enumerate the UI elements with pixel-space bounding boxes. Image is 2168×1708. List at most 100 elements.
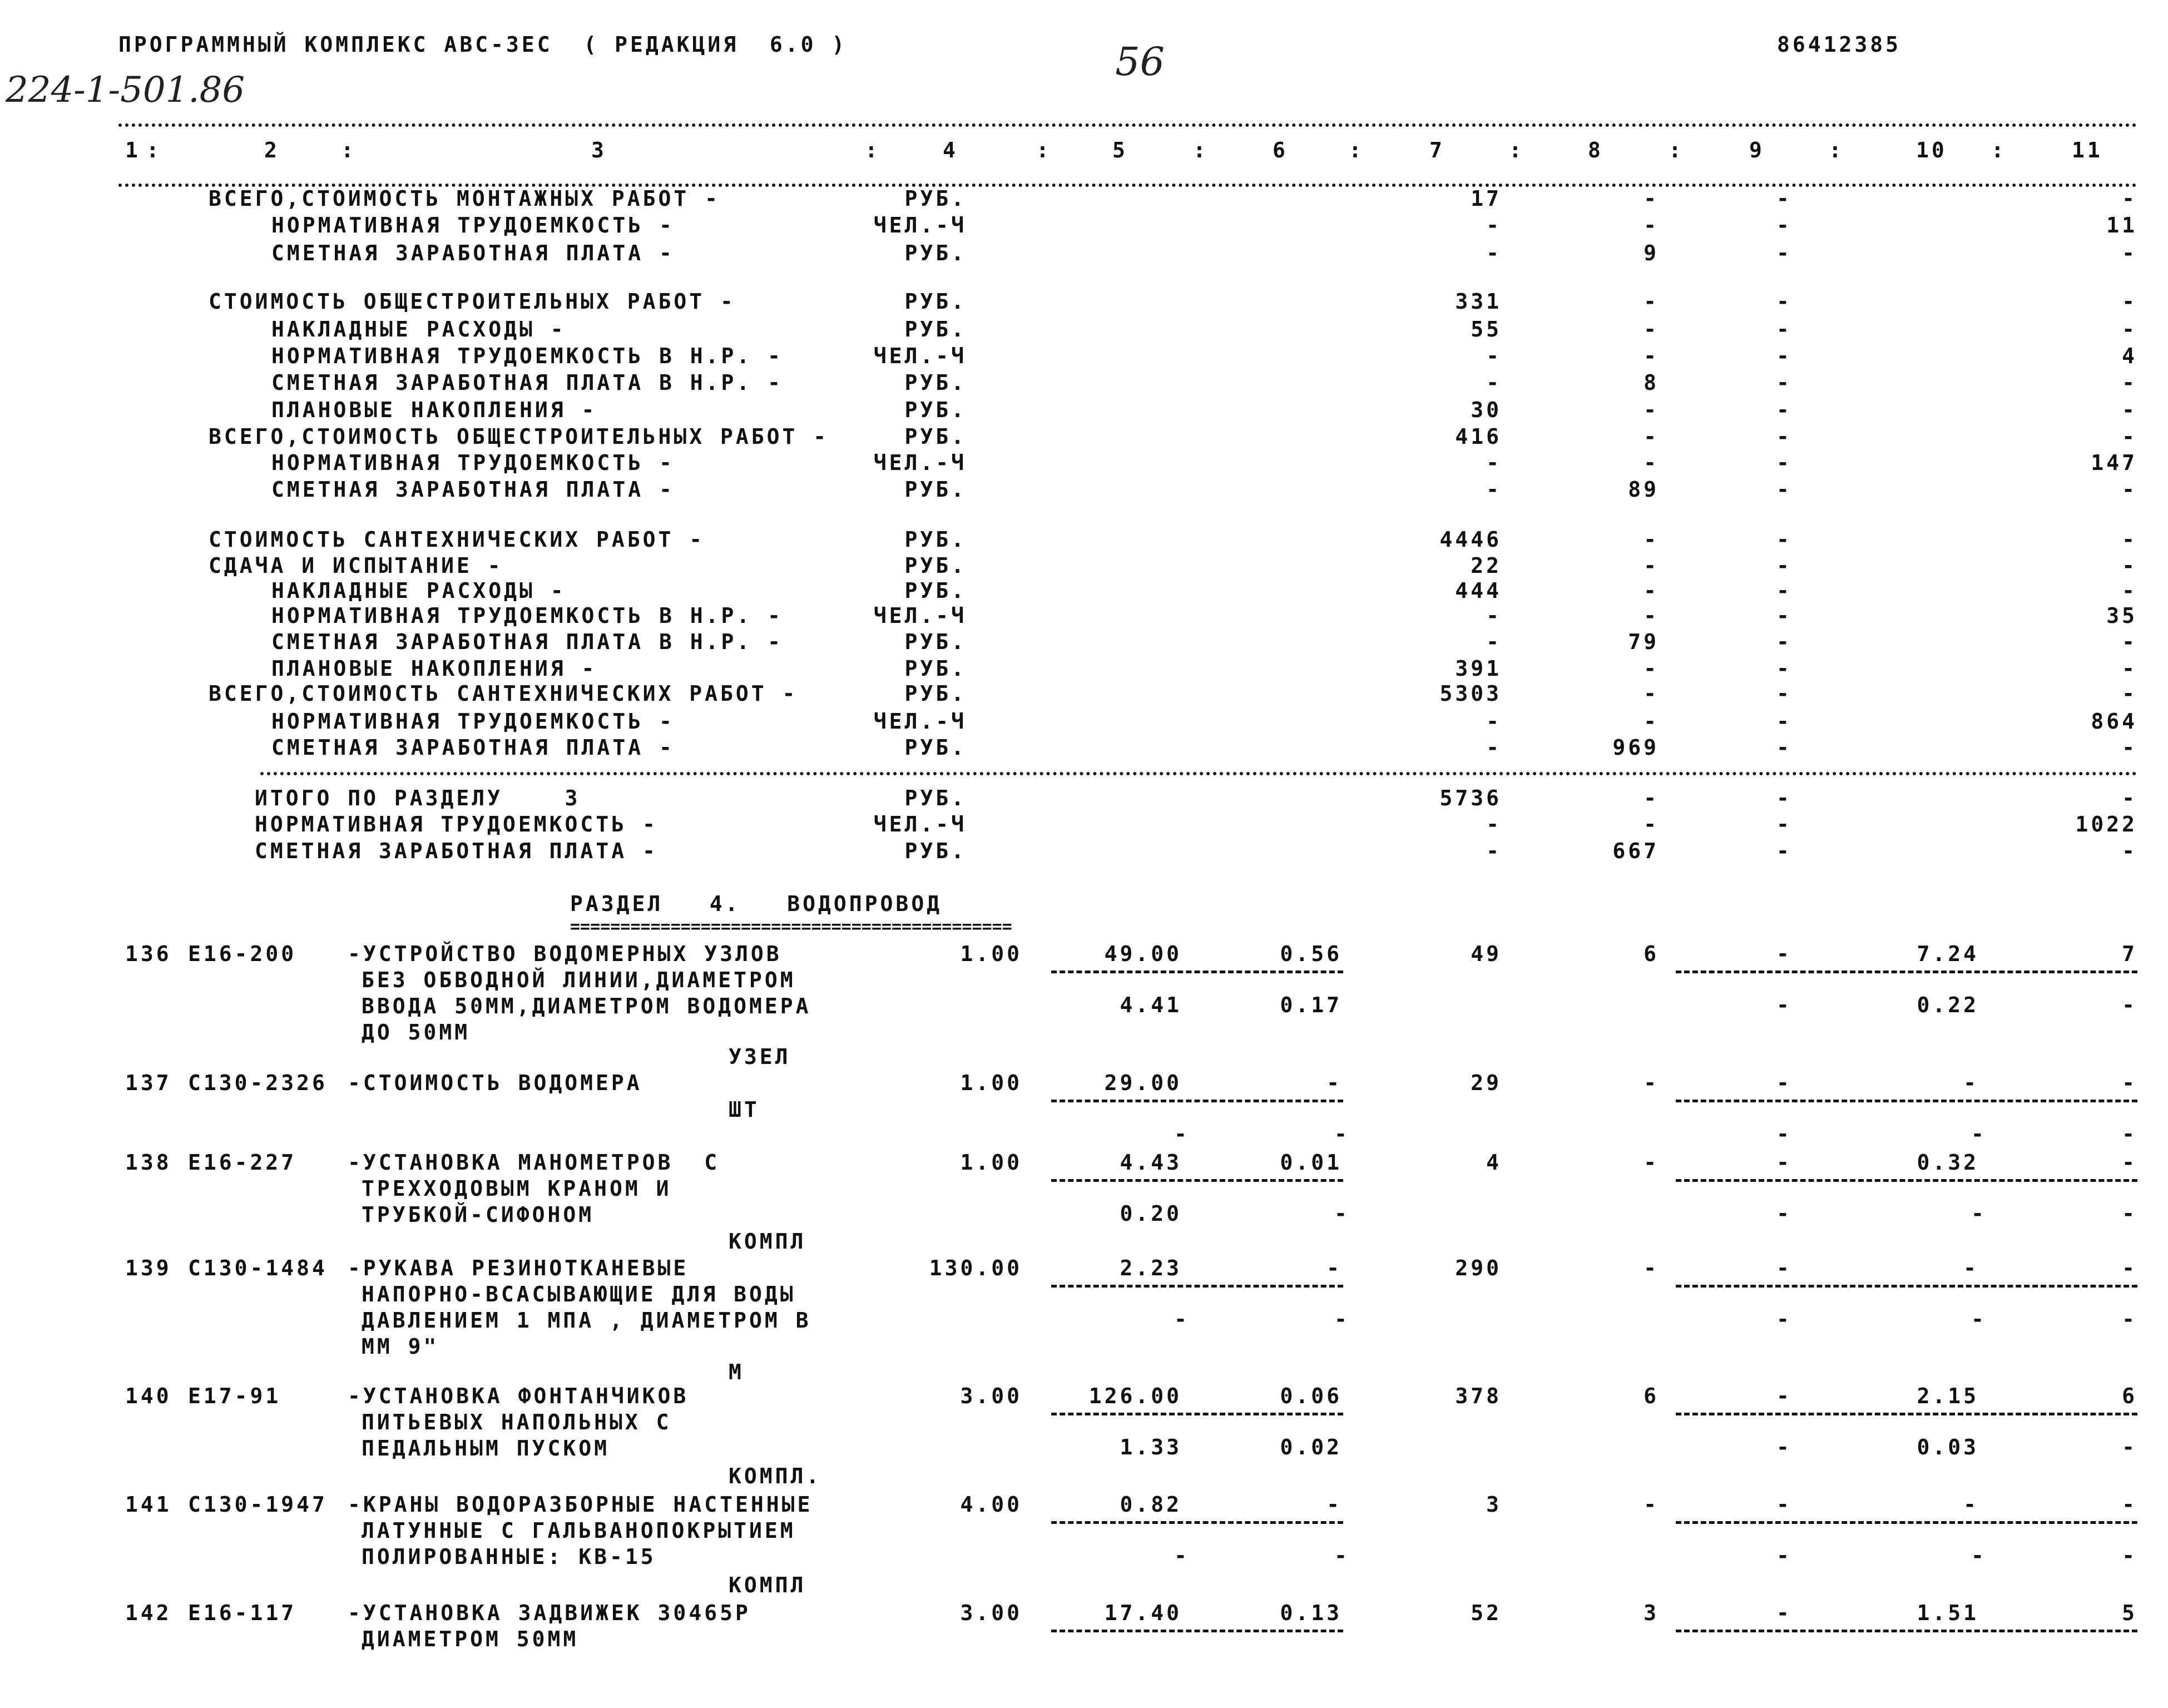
summary-col9: - <box>1776 709 1792 734</box>
summary-col11: 147 <box>2091 450 2137 475</box>
column-header-9: 9 <box>1749 138 1765 162</box>
item-description-line: -УСТРОЙСТВО ВОДОМЕРНЫХ УЗЛОВ <box>348 942 782 966</box>
item-total-wage: - <box>1644 1256 1659 1280</box>
summary-col8: - <box>1644 317 1659 341</box>
summary-label: ПЛАНОВЫЕ НАКОПЛЕНИЯ - <box>271 398 597 422</box>
summary-unit: РУБ. <box>904 370 967 395</box>
item-code: С130-1484 <box>188 1256 328 1280</box>
summary-col11: - <box>2122 630 2137 654</box>
item-price-rule <box>1051 1521 1343 1524</box>
summary-col9: - <box>1776 344 1792 368</box>
summary-col11: 11 <box>2106 213 2137 237</box>
item-unit-wage: - <box>1326 1256 1342 1280</box>
item-number: 138 <box>125 1150 172 1175</box>
summary-col7: - <box>1486 603 1502 628</box>
summary-col8: 969 <box>1612 735 1659 760</box>
item-col11: - <box>2122 1256 2137 1280</box>
item-col10: - <box>1963 1492 1979 1517</box>
total-col7: - <box>1486 839 1502 863</box>
summary-col9: - <box>1776 317 1792 341</box>
item-unit-wage: - <box>1326 1071 1342 1095</box>
summary-col8: - <box>1644 213 1659 237</box>
item-total-cost: 290 <box>1455 1256 1502 1280</box>
item-total-cost: 29 <box>1471 1071 1502 1095</box>
item-description-line: ВВОДА 50ММ,ДИАМЕТРОМ ВОДОМЕРА <box>362 994 811 1018</box>
item-col10: - <box>1963 1256 1979 1280</box>
item-unit-wage: 0.01 <box>1280 1150 1342 1175</box>
summary-col9: - <box>1776 735 1792 760</box>
item-unit: КОМПЛ <box>729 1229 806 1254</box>
column-header-2: 2 <box>264 138 280 162</box>
summary-col9: - <box>1776 681 1792 706</box>
total-unit: РУБ. <box>904 786 967 810</box>
item-description-line: -РУКАВА РЕЗИНОТКАНЕВЫЕ <box>348 1256 689 1280</box>
item-labor-rule <box>1676 1285 2137 1288</box>
section-title: РАЗДЕЛ 4. ВОДОПРОВОД <box>570 892 943 916</box>
summary-col7: 30 <box>1471 398 1502 422</box>
summary-unit: РУБ. <box>904 735 967 760</box>
handwritten-page-number: 56 <box>1115 39 1165 85</box>
total-col9: - <box>1776 812 1792 836</box>
column-separator: : <box>341 138 357 162</box>
summary-col7: 444 <box>1455 578 1502 603</box>
item-unit-price: 17.40 <box>1104 1601 1182 1625</box>
item-total-wage: 3 <box>1644 1601 1659 1625</box>
item-unit-wage-machine: - <box>1334 1307 1350 1331</box>
summary-col7: - <box>1486 735 1502 760</box>
summary-label: СТОИМОСТЬ ОБЩЕСТРОИТЕЛЬНЫХ РАБОТ - <box>209 289 736 314</box>
summary-col7: 22 <box>1471 553 1502 578</box>
item-price-rule <box>1051 1413 1343 1415</box>
item-unit-price-machine: 4.41 <box>1120 993 1182 1017</box>
item-unit-wage: 0.56 <box>1280 942 1342 966</box>
item-total-wage: 6 <box>1644 1384 1659 1408</box>
item-unit-wage-machine: 0.02 <box>1280 1435 1342 1459</box>
item-total-cost: 378 <box>1455 1384 1502 1408</box>
total-col8: - <box>1644 786 1659 810</box>
item-number: 140 <box>125 1384 172 1408</box>
summary-col8: - <box>1644 656 1659 681</box>
item-code: Е16-227 <box>188 1150 297 1175</box>
item-unit: КОМПЛ <box>729 1573 806 1597</box>
item-unit: М <box>729 1360 744 1384</box>
item-col11-second: - <box>2122 1543 2137 1568</box>
item-number: 142 <box>125 1601 172 1625</box>
summary-unit: РУБ. <box>904 424 967 449</box>
item-unit-wage-machine: - <box>1334 1122 1350 1146</box>
total-separator-rule <box>260 772 2137 775</box>
item-total-wage: - <box>1644 1150 1659 1175</box>
column-separator: : <box>1991 138 2007 162</box>
item-col11: - <box>2122 1071 2137 1095</box>
summary-unit: ЧЕЛ.-Ч <box>873 709 967 734</box>
document-code: 86412385 <box>1777 32 1902 57</box>
item-description-line: ММ 9" <box>362 1334 439 1359</box>
item-col10-second: - <box>1971 1543 1987 1568</box>
column-separator: : <box>1036 138 1052 162</box>
item-description-line: -УСТАНОВКА ФОНТАНЧИКОВ <box>348 1384 689 1408</box>
total-col8: 667 <box>1612 839 1659 863</box>
item-description-line: НАПОРНО-ВСАСЫВАЮЩИЕ ДЛЯ ВОДЫ <box>362 1282 796 1306</box>
item-labor-rule <box>1676 1521 2137 1524</box>
summary-col11: 4 <box>2122 344 2137 368</box>
item-col9: - <box>1776 1150 1792 1175</box>
summary-col11: - <box>2122 370 2137 395</box>
item-price-rule <box>1051 1179 1343 1182</box>
summary-col9: - <box>1776 186 1792 211</box>
item-unit-wage-machine: - <box>1334 1201 1350 1226</box>
summary-label: ВСЕГО,СТОИМОСТЬ МОНТАЖНЫХ РАБОТ - <box>209 186 720 211</box>
summary-label: НОРМАТИВНАЯ ТРУДОЕМКОСТЬ В Н.Р. - <box>271 344 783 368</box>
summary-unit: РУБ. <box>904 630 967 654</box>
item-total-cost: 49 <box>1471 942 1502 966</box>
item-unit-price-machine: - <box>1174 1543 1190 1568</box>
item-unit-price: 49.00 <box>1104 942 1182 966</box>
summary-col7: - <box>1486 370 1502 395</box>
summary-col11: - <box>2122 553 2137 578</box>
summary-col9: - <box>1776 527 1792 552</box>
summary-col9: - <box>1776 578 1792 603</box>
summary-col9: - <box>1776 630 1792 654</box>
summary-label: ВСЕГО,СТОИМОСТЬ САНТЕХНИЧЕСКИХ РАБОТ - <box>209 681 798 706</box>
summary-label: СМЕТНАЯ ЗАРАБОТНАЯ ПЛАТА В Н.Р. - <box>271 370 783 395</box>
item-unit-wage-machine: - <box>1334 1543 1350 1568</box>
column-header-1: 1 <box>125 138 141 162</box>
column-header-8: 8 <box>1588 138 1603 162</box>
